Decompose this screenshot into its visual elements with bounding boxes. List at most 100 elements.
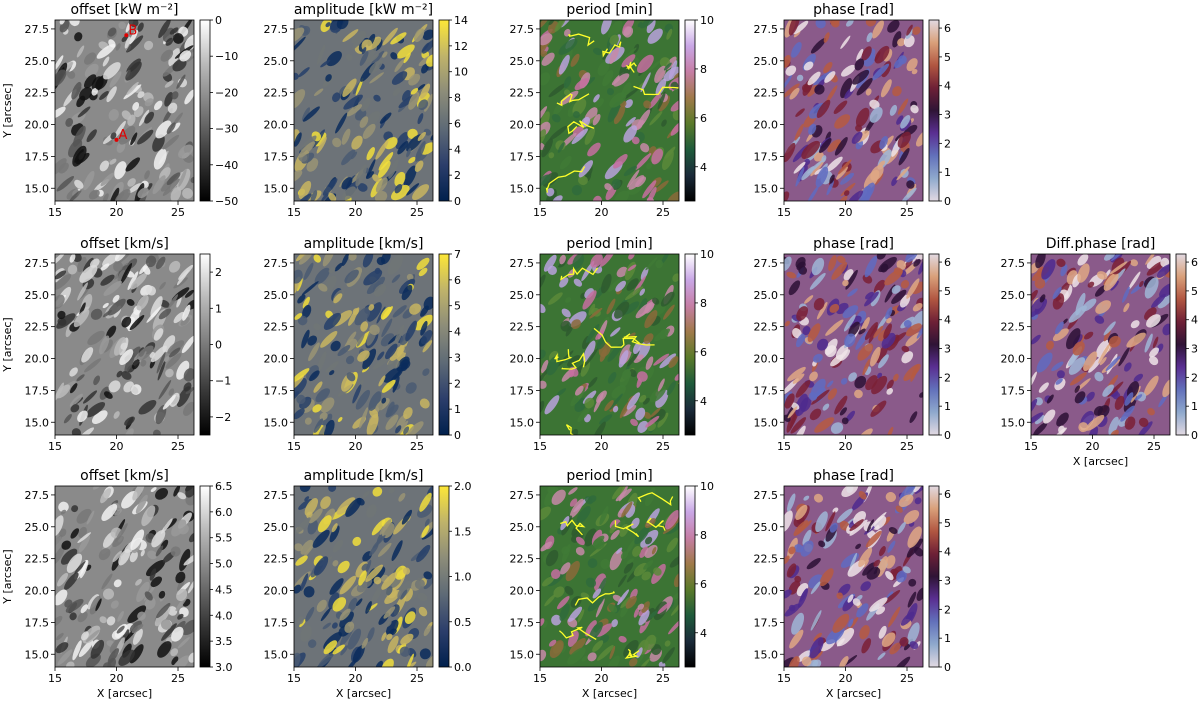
panel-1-3: phase [rad]15 20 2515.017.520.022.525.027.… — [754, 236, 952, 453]
colorbar-tick-label: 1.5 — [454, 525, 472, 538]
heatmap-image — [1031, 254, 1170, 435]
y-tick-label: 27.5 — [25, 489, 50, 502]
colorbar — [684, 19, 696, 202]
colorbar — [438, 485, 450, 668]
colorbar-tick-label: 6 — [700, 578, 707, 591]
x-tick-label: 15 — [48, 206, 62, 219]
heatmap-image — [55, 486, 194, 667]
panel-title: period [min] — [566, 2, 652, 18]
panel-title: offset [km/s] — [80, 468, 169, 484]
x-tick-label: 15 — [287, 206, 301, 219]
x-tick-label: 20 — [110, 440, 124, 453]
y-tick-label: 22.5 — [754, 553, 779, 566]
colorbar-tick-label: 10 — [700, 14, 714, 27]
y-tick-label: 22.5 — [264, 553, 289, 566]
colorbar-tick-label: 10 — [700, 248, 714, 261]
y-tick-label: 25.0 — [510, 55, 535, 68]
x-tick-label: 15 — [777, 672, 791, 685]
y-tick-label: 15.0 — [754, 182, 779, 195]
heatmap-image — [294, 486, 433, 667]
y-tick-label: 15.0 — [510, 416, 535, 429]
heatmap-image — [784, 486, 923, 667]
x-tick-label: 25 — [656, 440, 670, 453]
heatmap-image — [784, 20, 923, 201]
x-tick-label: 25 — [171, 440, 185, 453]
x-tick-label: 15 — [1024, 440, 1038, 453]
annotation-point — [114, 137, 119, 142]
panel-title: amplitude [km/s] — [304, 236, 424, 252]
y-tick-label: 27.5 — [754, 489, 779, 502]
y-tick-label: 25.0 — [25, 55, 50, 68]
panel-title: phase [rad] — [813, 468, 894, 484]
colorbar-tick-label: 2 — [944, 371, 951, 384]
colorbar-tick-label: 6 — [700, 346, 707, 359]
x-axis-label: X [arcsec] — [826, 687, 881, 700]
colorbar-tick-label: 6 — [944, 22, 951, 35]
panel-title: offset [km/s] — [80, 236, 169, 252]
colorbar-tick-label: 1.0 — [454, 571, 472, 584]
colorbar-tick-label: 2 — [944, 603, 951, 616]
x-tick-label: 15 — [777, 440, 791, 453]
colorbar-tick-label: 4 — [700, 395, 707, 408]
colorbar-tick-label: −30 — [215, 123, 238, 136]
colorbar-tick-label: 3 — [1191, 343, 1198, 356]
y-tick-label: 15.0 — [25, 416, 50, 429]
panel-1-4: Diff.phase [rad]15 20 2515.017.520.022.525… — [1001, 236, 1199, 468]
colorbar-tick-label: 2 — [944, 137, 951, 150]
colorbar-tick-label: −40 — [215, 159, 238, 172]
y-tick-label: 22.5 — [1001, 321, 1026, 334]
colorbar-tick-label: 0 — [944, 195, 951, 208]
panel-title: period [min] — [566, 236, 652, 252]
x-axis-label: X [arcsec] — [1073, 455, 1128, 468]
y-tick-label: 20.0 — [264, 119, 289, 132]
y-tick-label: 17.5 — [510, 150, 535, 163]
colorbar-tick-label: 6.0 — [215, 506, 233, 519]
colorbar-tick-label: 0 — [1191, 429, 1198, 442]
colorbar-tick-label: 6 — [454, 117, 461, 130]
colorbar-tick-label: 1 — [944, 166, 951, 179]
y-tick-label: 25.0 — [754, 55, 779, 68]
y-tick-label: 22.5 — [510, 321, 535, 334]
y-tick-label: 15.0 — [264, 416, 289, 429]
colorbar-tick-label: 5.5 — [215, 532, 233, 545]
panel-1-1: amplitude [km/s]15 20 2515.017.520.022.525… — [264, 236, 462, 453]
heatmap-image — [540, 486, 679, 667]
y-tick-label: 25.0 — [1001, 289, 1026, 302]
colorbar-tick-label: 5 — [944, 517, 951, 530]
y-tick-label: 25.0 — [754, 289, 779, 302]
colorbar-tick-label: −1 — [215, 375, 231, 388]
y-tick-label: 15.0 — [754, 416, 779, 429]
x-tick-label: 25 — [410, 672, 424, 685]
colorbar-tick-label: 6 — [944, 488, 951, 501]
colorbar-tick-label: 0.0 — [454, 661, 472, 674]
y-tick-label: 15.0 — [264, 648, 289, 661]
y-tick-label: 20.0 — [510, 585, 535, 598]
panel-title: Diff.phase [rad] — [1046, 236, 1156, 252]
colorbar-tick-label: 2.0 — [454, 480, 472, 493]
colorbar-tick-label: 1 — [454, 403, 461, 416]
y-tick-label: 20.0 — [754, 119, 779, 132]
colorbar-tick-label: 5 — [454, 300, 461, 313]
x-axis-label: X [arcsec] — [582, 687, 637, 700]
panel-2-0: offset [km/s] 15 20 25 15.0 17.5 20.0 22.5 25.0 2… — [1, 468, 233, 700]
y-tick-label: 17.5 — [264, 616, 289, 629]
colorbar-tick-label: 14 — [454, 14, 468, 27]
x-tick-label: 25 — [900, 672, 914, 685]
panel-0-2: period [min] 15 20 25 15.0 17.5 20.0 22.5 25.0 27… — [510, 2, 715, 219]
y-tick-label: 17.5 — [1001, 384, 1026, 397]
colorbar-tick-label: 0 — [944, 429, 951, 442]
y-tick-label: 20.0 — [754, 585, 779, 598]
annotation-label: A — [119, 128, 128, 143]
x-tick-label: 20 — [349, 672, 363, 685]
colorbar-tick-label: 5 — [1191, 285, 1198, 298]
y-tick-label: 27.5 — [754, 257, 779, 270]
x-tick-label: 15 — [777, 206, 791, 219]
panel-title: amplitude [kW m⁻²] — [294, 2, 433, 18]
x-axis-label: X [arcsec] — [97, 687, 152, 700]
panel-title: amplitude [km/s] — [304, 468, 424, 484]
colorbar-tick-label: 0.5 — [454, 616, 472, 629]
heatmap-image — [540, 20, 679, 201]
y-tick-label: 20.0 — [25, 119, 50, 132]
y-tick-label: 27.5 — [25, 257, 50, 270]
y-tick-label: 25.0 — [510, 289, 535, 302]
